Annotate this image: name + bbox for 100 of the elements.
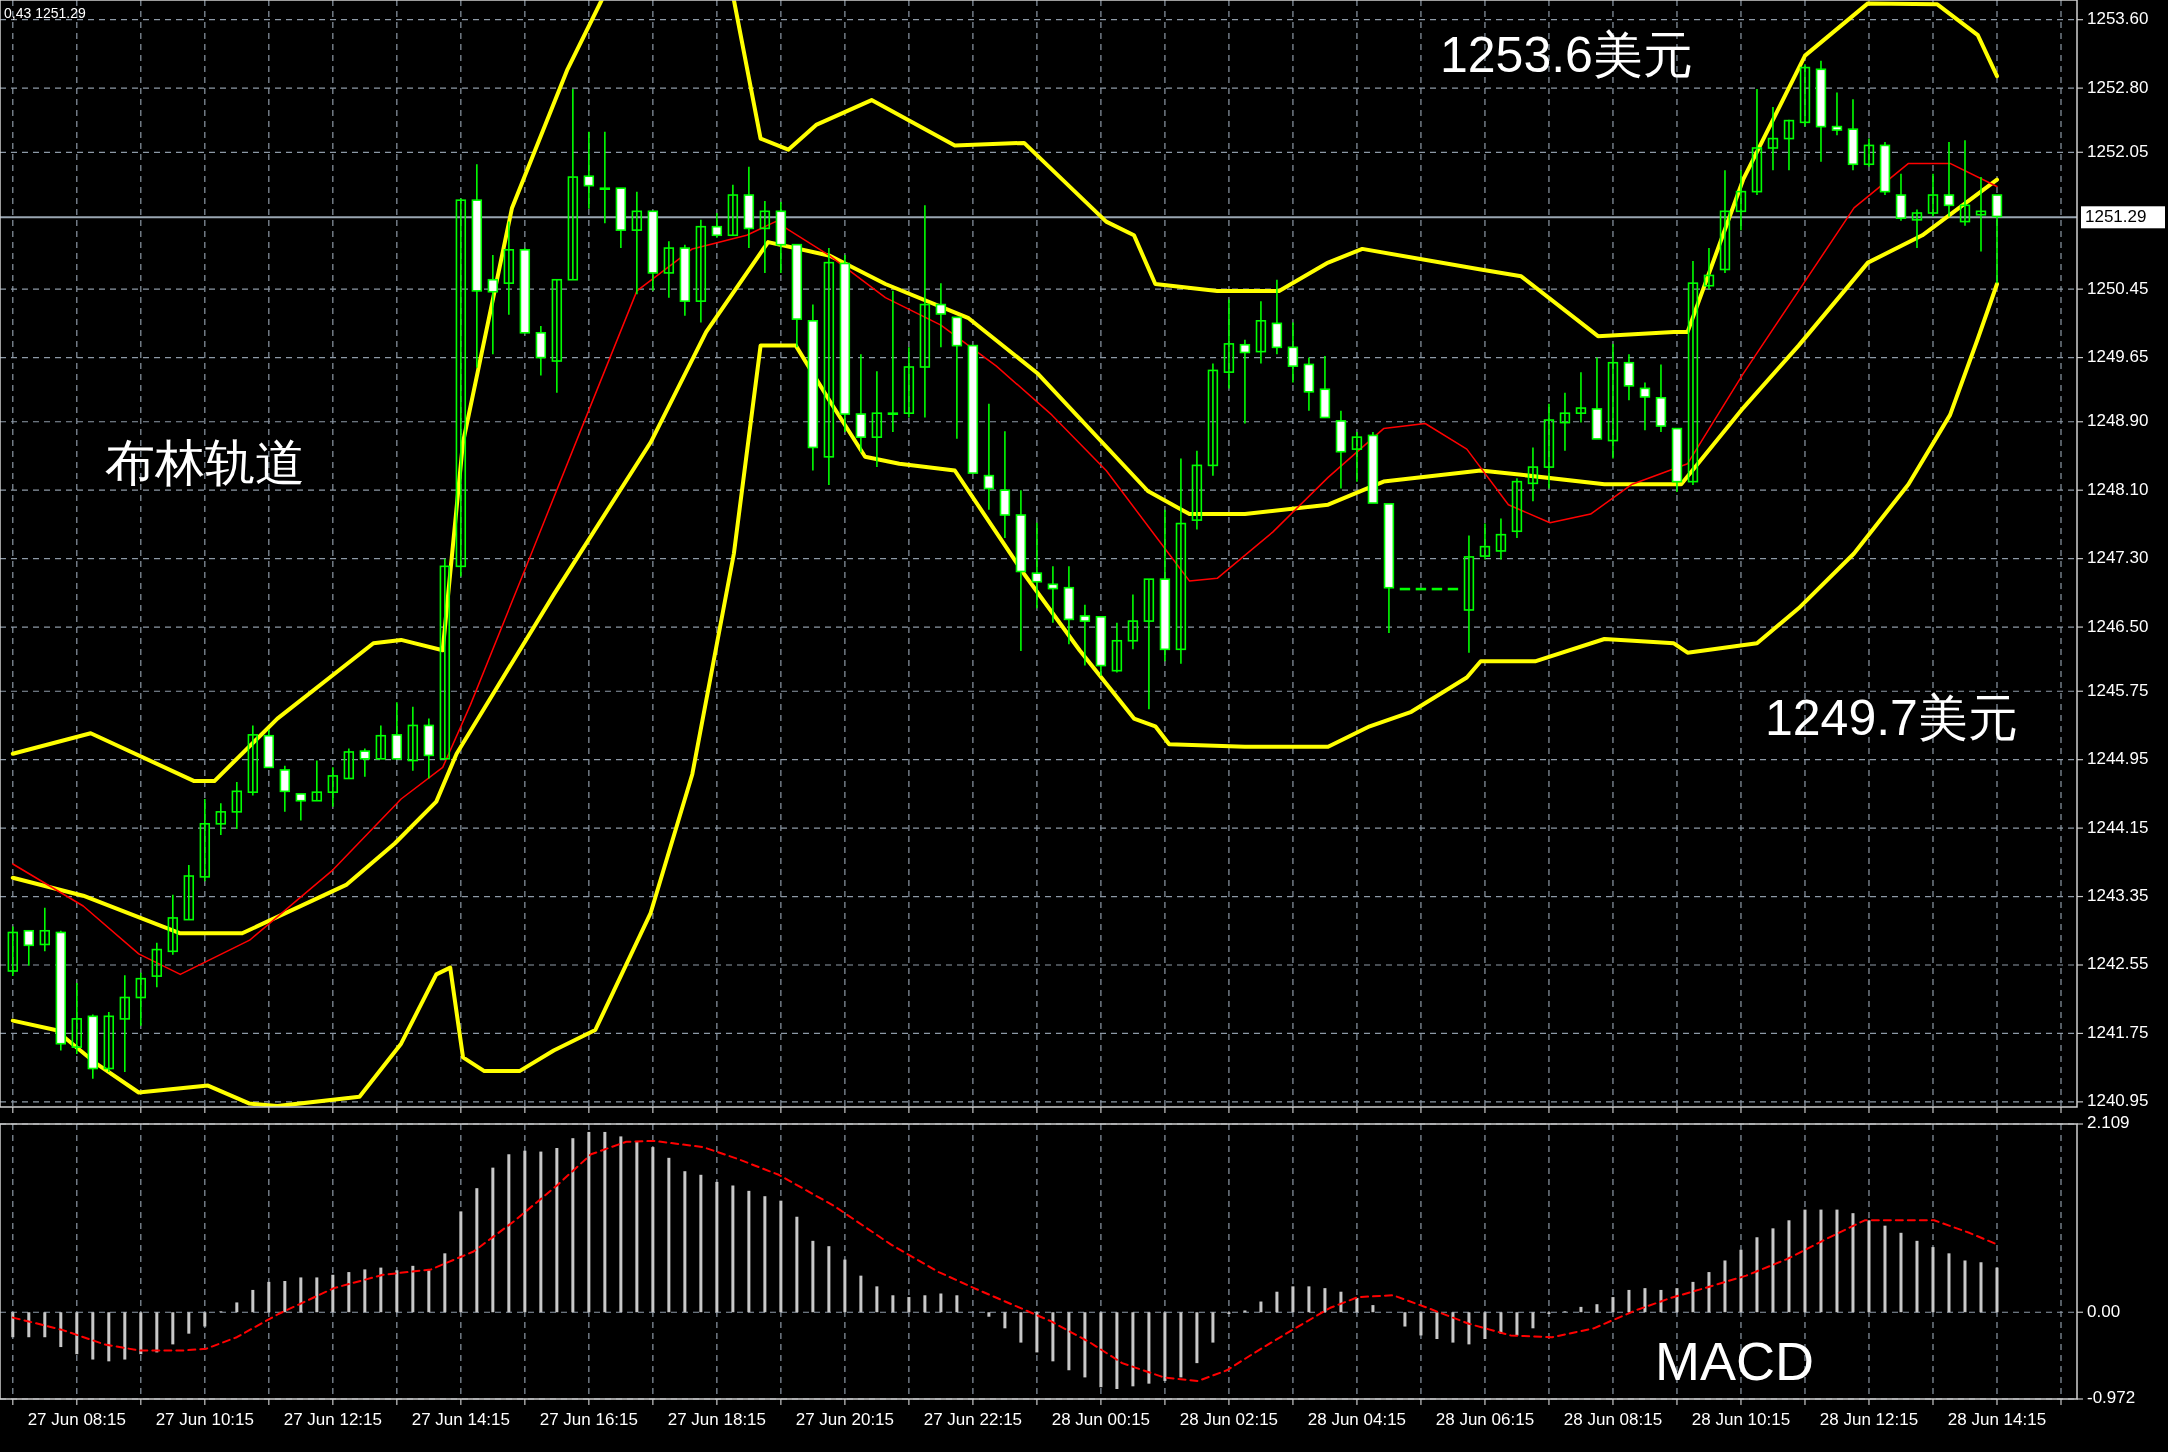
candlestick [23,929,34,967]
candlestick [503,220,515,316]
bar [251,1289,255,1313]
bar [1419,1312,1423,1336]
candlestick [1703,247,1715,290]
candlestick [327,766,339,808]
bar [843,1259,847,1313]
x-tick-label: 27 Jun 14:15 [411,1410,510,1429]
bar [139,1312,143,1355]
y-tick-label: 1240.95 [2087,1091,2149,1111]
bar [1691,1281,1695,1313]
bar [1835,1209,1839,1313]
bar [1179,1312,1183,1378]
x-tick-label: 28 Jun 12:15 [1819,1410,1919,1429]
bar [939,1293,943,1313]
y-tick-label: 1246.50 [2087,616,2149,636]
x-tick-label: 28 Jun 02:15 [1179,1410,1279,1429]
y-tick-label: 1241.75 [2087,1022,2149,1042]
bar [747,1190,751,1313]
candlestick [1047,565,1059,624]
candlestick [1735,169,1747,231]
candlestick [1239,338,1251,425]
bar [811,1240,815,1313]
candlestick [1143,578,1155,710]
candlestick [1479,522,1491,561]
candlestick [375,724,387,760]
bar [1867,1220,1871,1313]
bar [491,1167,495,1313]
bar [1035,1312,1039,1353]
candlestick [1607,343,1619,460]
bar [27,1312,31,1338]
candlestick [631,190,643,296]
candlestick [871,370,883,468]
bar [107,1312,111,1362]
bar [1499,1312,1503,1334]
bar [827,1246,831,1313]
y-tick-label: 2.109 [2087,1113,2130,1133]
bar [1083,1312,1087,1378]
bar [1899,1232,1903,1313]
candlestick [439,557,451,760]
annotation: 1249.7美元 [1765,690,2018,746]
x-tick-label: 28 Jun 04:15 [1307,1410,1407,1429]
bar [1611,1297,1615,1313]
bar [347,1272,351,1313]
x-tick-label: 28 Jun 14:15 [1947,1410,2047,1429]
bar [1963,1260,1967,1313]
candlestick [1191,450,1203,531]
candlestick [1623,353,1635,402]
bar [667,1157,671,1313]
x-tick-label: 27 Jun 16:15 [539,1410,639,1429]
candlestick [279,764,291,813]
bar [1579,1306,1583,1313]
candlestick [1175,457,1187,665]
bar [75,1312,79,1355]
bar [1915,1240,1919,1313]
bar [1259,1301,1263,1313]
bar [1211,1312,1215,1343]
candlestick [183,864,195,921]
bar [1355,1297,1359,1313]
candlestick [1943,141,1955,218]
candlestick [1991,194,2003,284]
y-tick-label: 1242.55 [2087,954,2149,974]
bar [1195,1312,1199,1364]
candlestick [695,219,707,324]
candlestick [311,759,323,802]
candlestick [1527,446,1539,503]
candlestick [295,793,307,822]
bar [283,1281,287,1313]
candlestick [919,204,931,419]
bar [651,1147,655,1313]
candlestick [71,982,83,1055]
bar [1275,1291,1279,1313]
candlestick [1127,593,1139,651]
y-tick-label: 1245.75 [2087,680,2149,700]
bar [555,1148,559,1313]
bar [523,1150,527,1313]
bar [331,1274,335,1313]
bar [1883,1225,1887,1313]
bar [1851,1213,1855,1313]
bar [155,1312,159,1353]
candlestick [1687,260,1699,486]
y-tick-label: 1248.90 [2087,411,2149,431]
y-tick-label: 0.00 [2087,1301,2121,1321]
bar [315,1277,319,1313]
bar [1163,1312,1167,1381]
bar [1803,1209,1807,1313]
candlestick [1831,91,1843,136]
bar [859,1275,863,1313]
bar [203,1312,207,1327]
candlestick [1031,521,1043,610]
candlestick [823,247,835,486]
bar [635,1141,639,1313]
y-tick-label: 1252.80 [2087,77,2149,97]
bar [571,1138,575,1313]
candlestick [599,130,611,225]
candlestick [759,200,771,274]
bar [891,1295,895,1313]
bar [731,1185,735,1313]
bar [427,1270,431,1313]
candlestick [1783,118,1795,172]
